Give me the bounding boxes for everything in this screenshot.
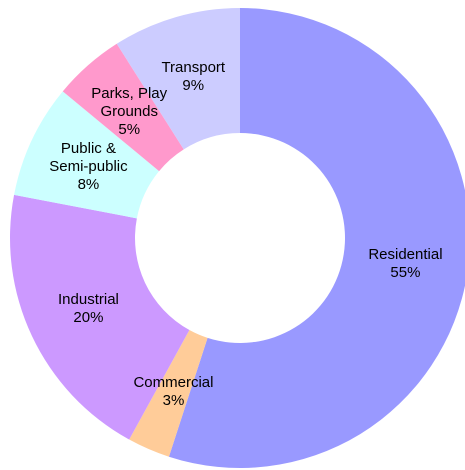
- slice-label: Residential 55%: [368, 246, 442, 282]
- category-name: Parks, Play Grounds: [91, 85, 168, 121]
- category-name: Transport: [161, 59, 226, 77]
- category-name: Commercial: [133, 373, 214, 391]
- slice-label: Transport 9%: [161, 59, 225, 95]
- value-label: 3%: [162, 391, 185, 409]
- donut-slice: [129, 330, 208, 457]
- value-label: 20%: [73, 309, 104, 327]
- category-name: Residential: [368, 246, 443, 264]
- slice-label: Parks, Play Grounds 5%: [91, 85, 167, 139]
- donut-slice: [168, 8, 465, 468]
- value-label: 9%: [182, 77, 205, 95]
- value-label: 5%: [118, 121, 141, 139]
- slice-label: Public & Semi-public 8%: [49, 140, 127, 194]
- donut-slice: [116, 8, 240, 150]
- category-name: Public & Semi-public: [49, 139, 128, 175]
- donut-slice: [62, 43, 184, 172]
- value-label: 8%: [77, 175, 100, 193]
- slice-label: Commercial 3%: [133, 374, 213, 410]
- category-name: Industrial: [58, 291, 119, 309]
- donut-slice: [10, 194, 190, 440]
- donut-slice: [14, 91, 160, 219]
- value-label: 55%: [390, 264, 421, 282]
- slice-label: Industrial 20%: [58, 291, 119, 327]
